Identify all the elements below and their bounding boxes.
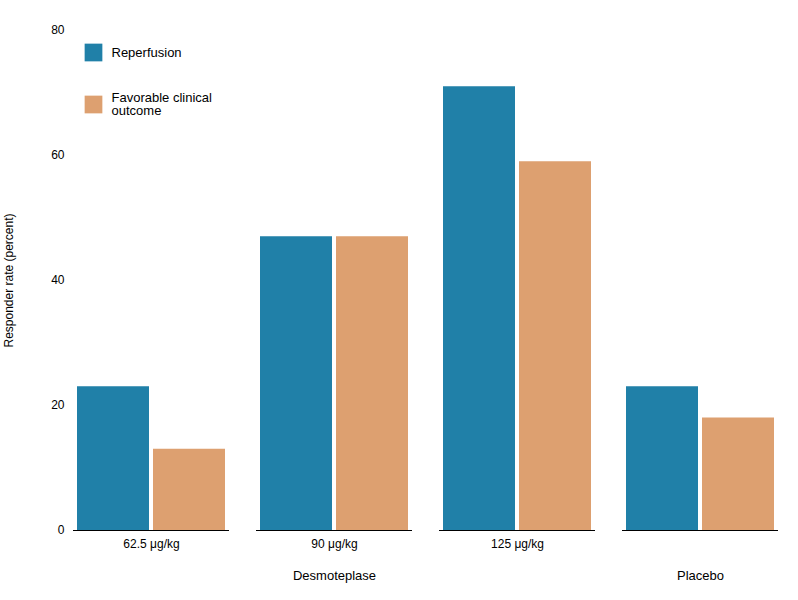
svg-text:20: 20	[51, 398, 65, 412]
svg-text:Responder rate (percent): Responder rate (percent)	[2, 213, 16, 347]
svg-text:0: 0	[58, 523, 65, 537]
svg-text:125 μg/kg: 125 μg/kg	[491, 537, 544, 551]
svg-text:Placebo: Placebo	[677, 568, 724, 583]
svg-text:62.5 μg/kg: 62.5 μg/kg	[123, 537, 179, 551]
svg-text:40: 40	[51, 273, 65, 287]
svg-text:Reperfusion: Reperfusion	[112, 45, 182, 60]
svg-text:Desmoteplase: Desmoteplase	[293, 568, 376, 583]
svg-text:Favorable clinicaloutcome: Favorable clinicaloutcome	[112, 90, 213, 118]
svg-text:60: 60	[51, 148, 65, 162]
svg-text:90 μg/kg: 90 μg/kg	[311, 537, 357, 551]
svg-text:80: 80	[51, 23, 65, 37]
